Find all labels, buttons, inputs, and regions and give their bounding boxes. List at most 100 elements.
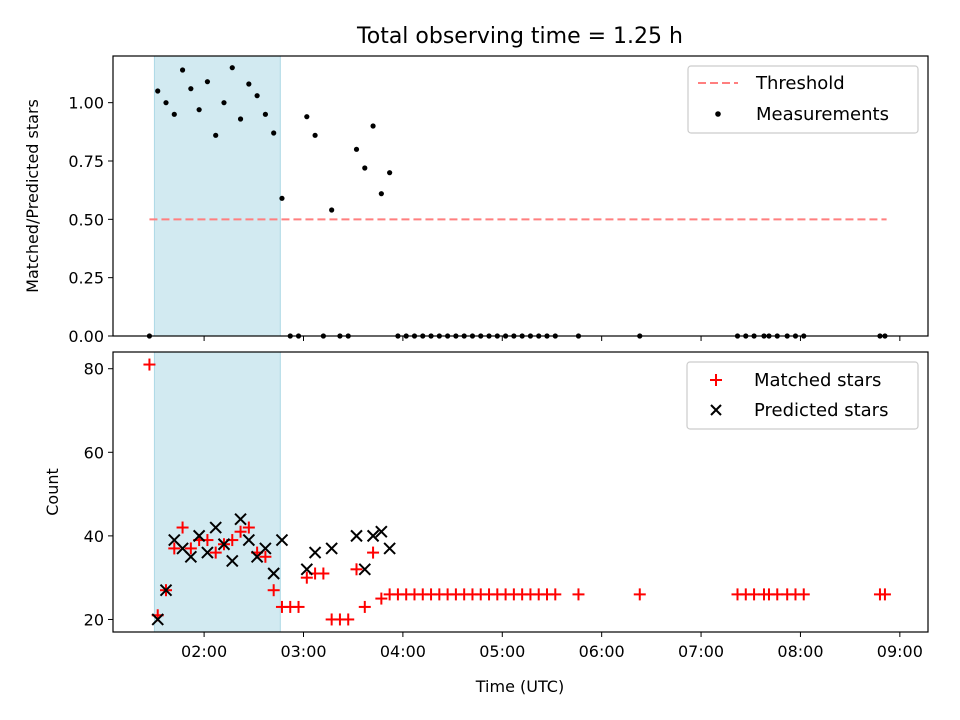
measurement-point [271,130,277,136]
bottom-legend: Matched stars Predicted stars [686,361,919,430]
measurement-point [196,107,202,113]
predicted-point [267,567,280,580]
predicted-point-b [358,563,371,576]
top-y-tick-label: 0.50 [68,210,104,229]
predicted-point-b [308,546,322,559]
measurement-point [221,100,227,106]
matched-point [342,613,355,626]
predicted-point-b [217,538,231,551]
top-y-tick-label: 1.00 [68,94,104,113]
matched-point [300,571,313,584]
predicted-point [217,538,231,551]
predicted-point-b [350,529,363,543]
x-tick-label: 04:00 [380,642,426,661]
predicted-point [383,542,396,555]
measurement-point [237,116,244,122]
matched-point [184,542,197,555]
top-legend: Threshold Measurements [687,65,919,134]
bottom-axes-frame [112,351,929,633]
predicted-point-b [184,550,198,563]
measurement-point [163,100,169,106]
matched-point [234,525,247,538]
measurement-point [370,123,376,129]
x-tick-label: 05:00 [479,642,525,661]
legend-predicted-swatch [710,404,722,416]
predicted-point-b [375,525,388,538]
predicted-point [209,521,222,534]
predicted-point [300,563,314,576]
bottom-y-axis-label: Count [43,468,62,516]
measurement-point [378,191,384,197]
matched-point [358,600,371,613]
x-tick-label: 09:00 [877,642,923,661]
predicted-point [325,542,338,555]
bottom-y-tick-label: 80 [84,360,104,379]
matched-point [168,542,181,555]
matched-point [176,521,189,534]
measurement-point [213,132,219,138]
predicted-point [184,550,198,563]
predicted-point [226,554,239,568]
measurement-point [229,65,235,71]
predicted-point-b [168,533,181,547]
predicted-point-b [259,542,272,555]
measurement-point [262,111,268,117]
matched-point [259,550,272,563]
matched-point [633,588,646,601]
predicted-point-b [383,542,396,555]
matched-point [375,592,388,605]
measurement-point [254,93,260,99]
measurement-point [246,81,252,87]
x-tick-label: 07:00 [678,642,724,661]
predicted-point [159,584,173,597]
top-panel-ratio: Matched/Predicted stars 0.00 0.25 0.50 0.75… [23,55,929,346]
top-y-tick-label: 0.25 [68,269,104,288]
measurement-point [353,146,360,152]
predicted-point [308,546,322,559]
measurement-point [188,86,194,92]
predicted-point-b [201,546,214,559]
predicted-point [366,529,380,543]
predicted-point-b [234,512,247,526]
x-tick-label: 03:00 [280,642,326,661]
top-y-tick-label: 0.00 [68,327,104,346]
predicted-point-b [267,567,280,580]
legend-matched-swatch [710,374,722,386]
predicted-point [275,533,289,547]
measurement-point [204,79,211,85]
predicted-point [201,546,214,559]
measurement-point [279,195,285,201]
matched-point [292,600,305,613]
matched-point [549,588,562,601]
legend-threshold-label: Threshold [755,73,845,94]
predicted-point-b [226,554,239,568]
bottom-panel-counts: Count Time (UTC) 20 40 60 80 02:00 03:00 04:00… [43,351,929,696]
matched-point [350,563,363,576]
legend-predicted-label: Predicted stars [754,400,888,421]
x-tick-label: 08:00 [777,642,823,661]
bottom-shaded-interval [153,351,281,633]
predicted-point [151,613,164,626]
predicted-point-b [242,533,256,547]
bottom-y-tick-label: 20 [84,610,104,629]
predicted-point-b [209,521,222,534]
measurement-point [179,67,186,73]
predicted-point [259,542,272,555]
bottom-y-tick-label: 40 [84,527,104,546]
predicted-point [234,512,247,526]
matched-point [143,358,156,371]
legend-measurements-label: Measurements [756,104,889,125]
predicted-point-b [192,529,206,543]
top-axes-frame [112,55,929,337]
x-tick-label: 06:00 [579,642,625,661]
predicted-point-b [151,613,164,626]
bottom-series-predicted-stars [151,512,396,626]
top-shaded-interval [153,55,281,337]
predicted-point-b [325,542,338,555]
predicted-point-b [300,563,314,576]
matched-point [367,546,380,559]
top-y-axis-label: Matched/Predicted stars [23,99,42,293]
measurement-point [362,165,368,171]
measurement-point [387,170,393,176]
